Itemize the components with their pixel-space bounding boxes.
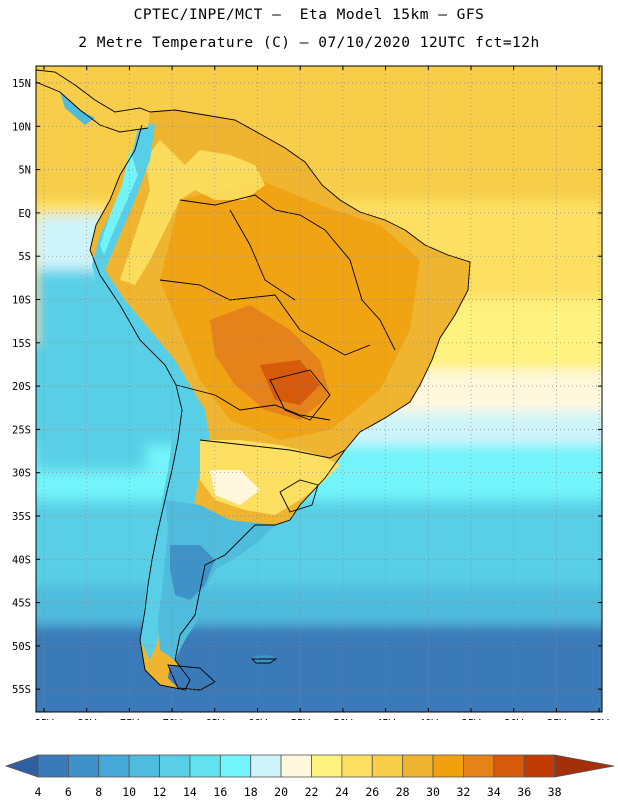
colorbar-cell [189,754,221,778]
colorbar-cell [341,754,373,778]
temperature-map: 15N 10N 5N EQ 5S 10S 15S 20S 25S 30S 35S 40S 45S 50S 5… [12,65,610,720]
lat-label: 30S [12,468,31,480]
colorbar-min-arrow [4,754,39,778]
colorbar-cell [432,754,464,778]
colorbar-cell [98,754,130,778]
colorbar-cell [463,754,495,778]
colorbar-tick-label: 34 [487,785,501,799]
colorbar-cell [493,754,525,778]
colorbar-cell [159,754,191,778]
lat-label: 45S [12,598,31,610]
lon-label: 20W [590,718,610,720]
lat-label: 5S [18,251,31,263]
lon-label: 40W [419,718,439,720]
lat-label: 10S [12,295,31,307]
lat-label: 20S [12,381,31,393]
colorbar-cell [523,754,556,778]
colorbar-tick-label: 14 [183,785,197,799]
lon-label: 85W [35,718,55,720]
colorbar-tick-label: 28 [396,785,410,799]
colorbar-cell [128,754,160,778]
colorbar-tick-label: 8 [95,785,102,799]
colorbar-tick-label: 6 [65,785,72,799]
lon-label: 50W [333,718,353,720]
colorbar-tick-label: 38 [548,785,562,799]
lat-label: 50S [12,641,31,653]
lat-label: EQ [18,208,31,220]
lon-label: 55W [291,718,311,720]
colorbar-cell [250,754,282,778]
colorbar-tick-label: 10 [122,785,136,799]
colorbar-tick-label: 12 [153,785,167,799]
colorbar-cell [280,754,312,778]
lon-label: 35W [462,718,482,720]
lon-label: 75W [120,718,140,720]
colorbar-max-arrow [554,754,615,778]
colorbar-tick-label: 32 [457,785,471,799]
colorbar-cell [37,754,69,778]
lon-label: 65W [205,718,225,720]
colorbar-tick-label: 4 [35,785,42,799]
colorbar-tick-label: 24 [335,785,349,799]
longitude-labels: 85W 80W 75W 70W 65W 60W 55W 50W 45W 40W 35W 30W 25W 2… [35,66,610,720]
lon-label: 25W [547,718,567,720]
lat-label: 15S [12,338,31,350]
latitude-labels: 15N 10N 5N EQ 5S 10S 15S 20S 25S 30S 35S 40S 45S 50S 5… [12,78,602,696]
lat-label: 35S [12,511,31,523]
colorbar-cell [311,754,343,778]
lat-label: 10N [12,121,31,133]
plot-frame [35,65,603,713]
lon-label: 45W [376,718,396,720]
colorbar-tick-label: 22 [305,785,319,799]
colorbar-tick-label: 18 [244,785,258,799]
colorbar-tick-label: 26 [365,785,379,799]
lon-label: 80W [77,718,97,720]
map-subtitle: 2 Metre Temperature (C) – 07/10/2020 12U… [78,35,540,51]
colorbar: 4 6 8 10 12 14 16 18 20 22 24 26 28 30 32 34 36 38 [4,754,615,799]
map-title: CPTEC/INPE/MCT – Eta Model 15km – GFS [133,7,485,23]
temperature-field [36,66,602,712]
lon-label: 30W [504,718,524,720]
colorbar-tick-label: 20 [274,785,288,799]
lon-label: 70W [163,718,183,720]
colorbar-cell [402,754,434,778]
lat-label: 25S [12,424,31,436]
lat-label: 5N [18,165,31,177]
colorbar-tick-label: 16 [213,785,227,799]
lat-label: 40S [12,554,31,566]
colorbar-cell [67,754,100,778]
colorbar-cell [371,754,404,778]
colorbar-tick-label: 30 [426,785,440,799]
lat-label: 15N [12,78,31,90]
lat-label: 55S [12,684,31,696]
colorbar-cell [219,754,252,778]
lon-label: 60W [248,718,268,720]
colorbar-tick-label: 36 [517,785,531,799]
